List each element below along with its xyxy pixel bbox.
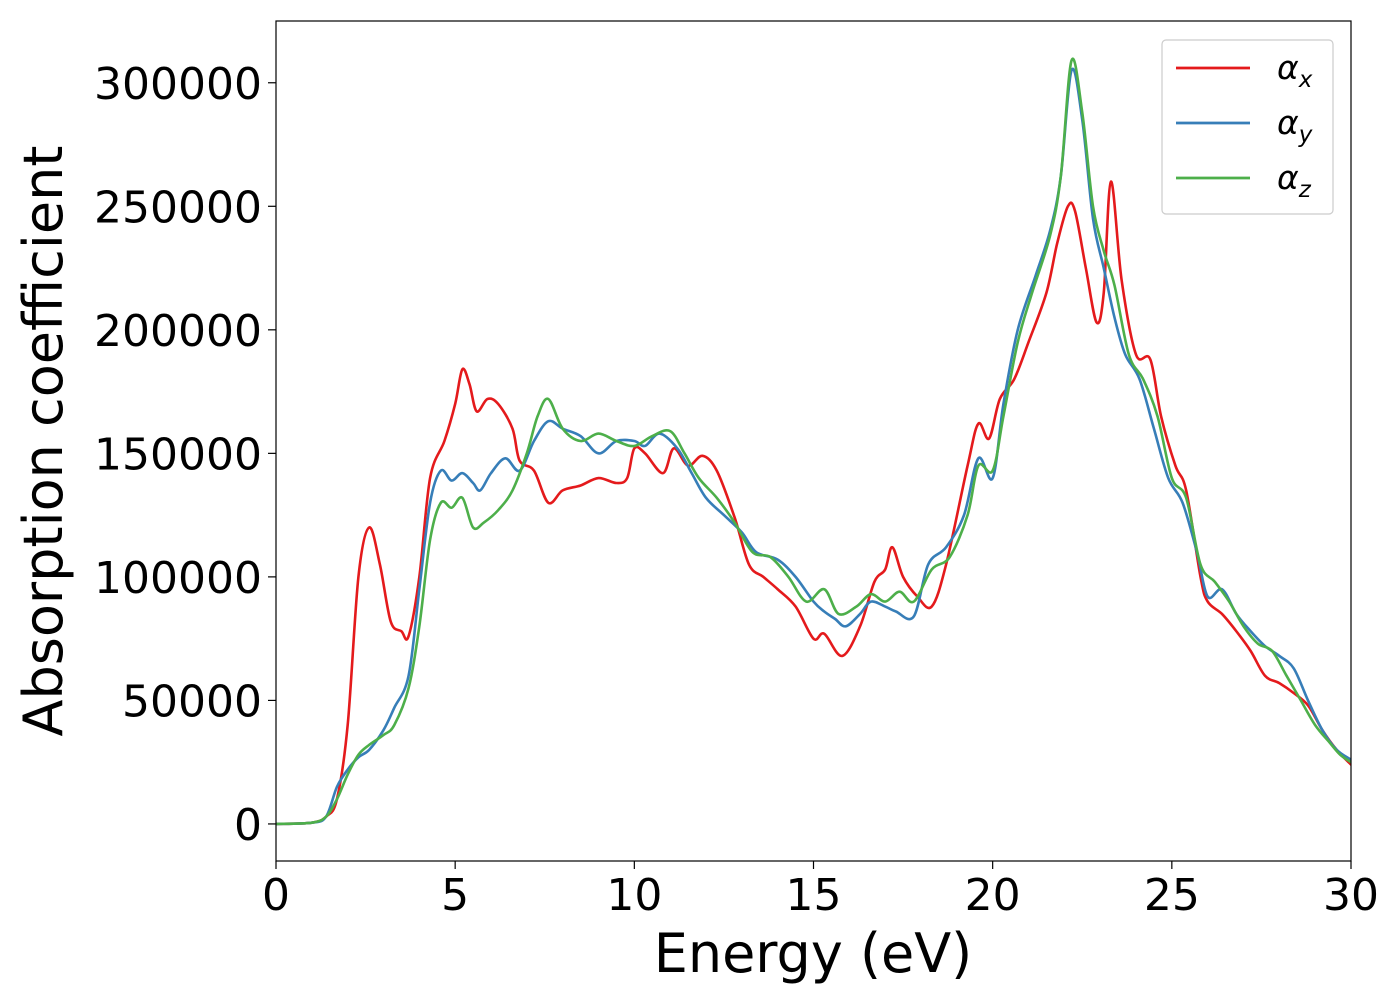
x-tick-label: 30 [1323, 870, 1379, 921]
x-tick-label: 15 [786, 870, 842, 921]
y-tick-label: 150000 [94, 429, 262, 480]
series-line-z [276, 57, 1351, 826]
x-tick-label: 0 [262, 870, 290, 921]
series-line-x [276, 180, 1351, 826]
y-tick-label: 0 [234, 800, 262, 851]
legend-box [1161, 39, 1334, 215]
series-layer [276, 57, 1351, 826]
y-tick-label: 250000 [94, 182, 262, 233]
y-tick-label: 300000 [94, 59, 262, 110]
x-tick-label: 25 [1144, 870, 1200, 921]
x-tick-label: 5 [441, 870, 469, 921]
y-axis-ticks: 0 50000 100000 150000 200000 250000 300000 [94, 59, 276, 851]
legend-label-y: αy [1277, 103, 1313, 148]
y-tick-label: 100000 [94, 553, 262, 604]
x-tick-label: 10 [606, 870, 662, 921]
y-tick-label: 50000 [122, 676, 262, 727]
x-tick-label: 20 [965, 870, 1021, 921]
y-tick-label: 200000 [94, 306, 262, 357]
x-axis-ticks: 0 5 10 15 20 25 30 [262, 861, 1379, 921]
legend-label-x: αx [1277, 48, 1313, 93]
y-axis-title: Absorption coefficient [12, 146, 75, 737]
x-axis-title: Energy (eV) [654, 922, 973, 985]
legend: αx αy αz [1161, 39, 1334, 215]
series-line-y [276, 67, 1351, 826]
legend-label-z: αz [1277, 158, 1312, 203]
